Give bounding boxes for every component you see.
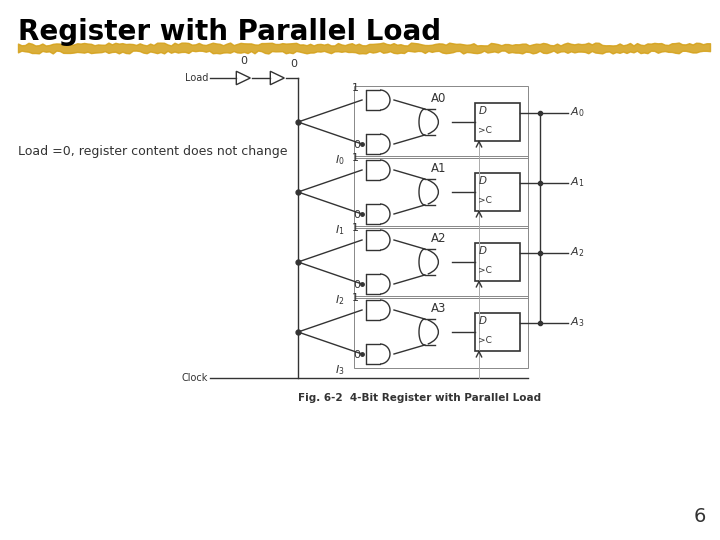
Bar — [475, 103, 520, 141]
Text: A1: A1 — [431, 162, 446, 175]
Text: 1: 1 — [352, 83, 359, 93]
Text: $I_0$: $I_0$ — [336, 153, 345, 167]
Bar — [354, 296, 528, 368]
Text: 1: 1 — [352, 293, 359, 303]
Text: $A_0$: $A_0$ — [570, 106, 585, 119]
Text: 1: 1 — [352, 153, 359, 163]
Text: Clock: Clock — [181, 373, 208, 383]
Text: D: D — [479, 316, 487, 327]
Text: A2: A2 — [431, 232, 446, 245]
Bar — [475, 173, 520, 211]
Text: >C: >C — [478, 336, 492, 345]
Text: D: D — [479, 246, 487, 256]
Text: >C: >C — [478, 196, 492, 205]
Text: $A_1$: $A_1$ — [570, 176, 585, 190]
Text: $I_2$: $I_2$ — [336, 293, 345, 307]
Text: $I_1$: $I_1$ — [336, 223, 345, 237]
Text: A3: A3 — [431, 302, 446, 315]
Text: D: D — [479, 106, 487, 117]
Text: $I_3$: $I_3$ — [336, 363, 345, 377]
Text: >C: >C — [478, 266, 492, 275]
Text: $A_2$: $A_2$ — [570, 246, 585, 259]
Text: 0: 0 — [240, 56, 248, 66]
Text: 6: 6 — [693, 507, 706, 526]
Text: Register with Parallel Load: Register with Parallel Load — [18, 18, 441, 46]
Text: A0: A0 — [431, 92, 446, 105]
Bar — [475, 313, 520, 351]
Text: 0: 0 — [353, 350, 360, 360]
Text: 0: 0 — [290, 59, 297, 69]
Bar — [354, 156, 528, 228]
Text: Fig. 6-2  4-Bit Register with Parallel Load: Fig. 6-2 4-Bit Register with Parallel Lo… — [298, 393, 541, 403]
Bar — [475, 243, 520, 281]
Text: 0: 0 — [353, 280, 360, 290]
Text: 1: 1 — [352, 223, 359, 233]
Text: >C: >C — [478, 126, 492, 135]
Text: $A_3$: $A_3$ — [570, 315, 585, 329]
Text: Load: Load — [184, 73, 208, 83]
Text: Load =0, register content does not change: Load =0, register content does not chang… — [18, 145, 287, 159]
Bar — [354, 226, 528, 298]
Text: 0: 0 — [353, 210, 360, 220]
Bar — [354, 86, 528, 158]
Text: D: D — [479, 177, 487, 186]
Text: 0: 0 — [353, 140, 360, 150]
